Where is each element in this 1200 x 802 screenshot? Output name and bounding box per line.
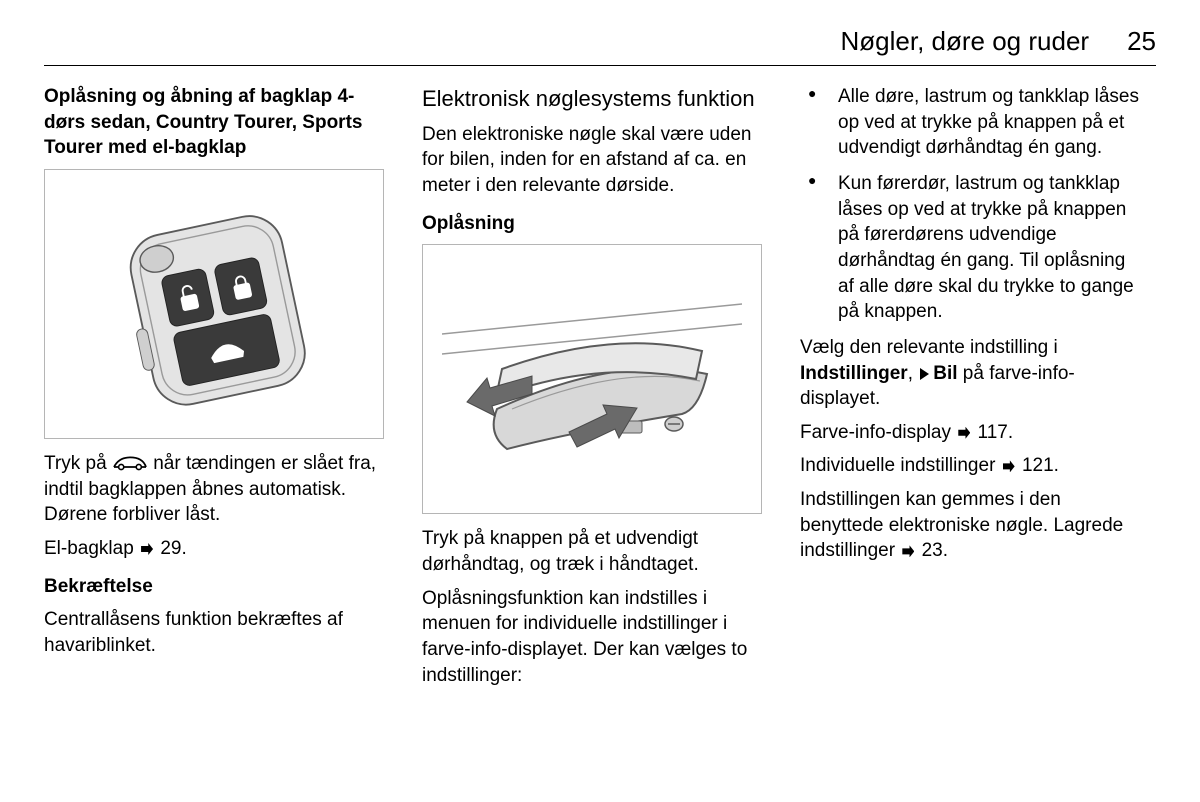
select-pre: Vælg den relevante indstilling i [800, 337, 1058, 358]
select-mid: , [908, 363, 919, 384]
menu-arrow-icon [918, 363, 933, 384]
cross-ref-arrow-icon [1001, 455, 1017, 476]
press-car-text: Tryk på når tændingen er slået fra, indt… [44, 451, 384, 528]
column-left: Oplåsning og åbning af bagklap 4-dørs se… [44, 84, 384, 696]
press-pre: Tryk på [44, 453, 112, 474]
key-fob-icon [74, 179, 354, 429]
door-handle-icon [442, 249, 742, 509]
unlock-heading: Oplåsning [422, 211, 762, 237]
color-info-display-ref: Farve-info-display 117. [800, 420, 1140, 446]
content-columns: Oplåsning og åbning af bagklap 4-dørs se… [44, 84, 1156, 696]
cross-ref-arrow-icon [139, 538, 155, 559]
confirmation-text: Centrallåsens funktion bekræftes af hava… [44, 607, 384, 658]
electronic-key-title: Elektronisk nøglesystems funktion [422, 84, 762, 114]
unlock-tailgate-heading: Oplåsning og åbning af bagklap 4-dørs se… [44, 84, 384, 161]
select-setting-text: Vælg den relevante indstilling i Indstil… [800, 335, 1140, 412]
unlock-options-list: Alle døre, lastrum og tankklap låses op … [800, 84, 1140, 325]
page-header: Nøgler, døre og ruder 25 [44, 24, 1156, 66]
ind-page: 121. [1017, 455, 1059, 476]
electronic-key-intro: Den elektroniske nøgle skal være uden fo… [422, 122, 762, 199]
column-middle: Elektronisk nøglesystems funktion Den el… [422, 84, 762, 696]
car-menu-label: Bil [933, 363, 957, 384]
column-right: Alle døre, lastrum og tankklap låses op … [800, 84, 1140, 696]
fid-page: 117. [972, 422, 1013, 443]
door-handle-figure [422, 244, 762, 514]
fid-label: Farve-info-display [800, 422, 956, 443]
cross-ref-arrow-icon [956, 422, 972, 443]
list-item: Alle døre, lastrum og tankklap låses op … [800, 84, 1140, 161]
el-bagklap-page: 29. [155, 538, 187, 559]
handle-instruction-2: Oplåsningsfunktion kan indstilles i menu… [422, 586, 762, 689]
list-item: Kun førerdør, lastrum og tankklap låses … [800, 171, 1140, 325]
settings-label: Indstillinger [800, 363, 908, 384]
car-trunk-icon [112, 455, 148, 471]
el-bagklap-label: El-bagklap [44, 538, 139, 559]
individual-settings-ref: Individuelle indstillinger 121. [800, 453, 1140, 479]
save-pre: Indstillingen kan gemmes i den benyttede… [800, 489, 1123, 561]
cross-ref-arrow-icon [900, 540, 916, 561]
chapter-title: Nøgler, døre og ruder [841, 24, 1090, 59]
manual-page: Nøgler, døre og ruder 25 Oplåsning og åb… [0, 0, 1200, 802]
save-page: 23. [916, 540, 948, 561]
key-fob-figure [44, 169, 384, 439]
el-bagklap-ref: El-bagklap 29. [44, 536, 384, 562]
ind-label: Individuelle indstillinger [800, 455, 1001, 476]
page-number: 25 [1127, 24, 1156, 59]
stored-settings-ref: Indstillingen kan gemmes i den benyttede… [800, 487, 1140, 564]
confirmation-heading: Bekræftelse [44, 574, 384, 600]
handle-instruction-1: Tryk på knappen på et udvendigt dørhåndt… [422, 526, 762, 577]
